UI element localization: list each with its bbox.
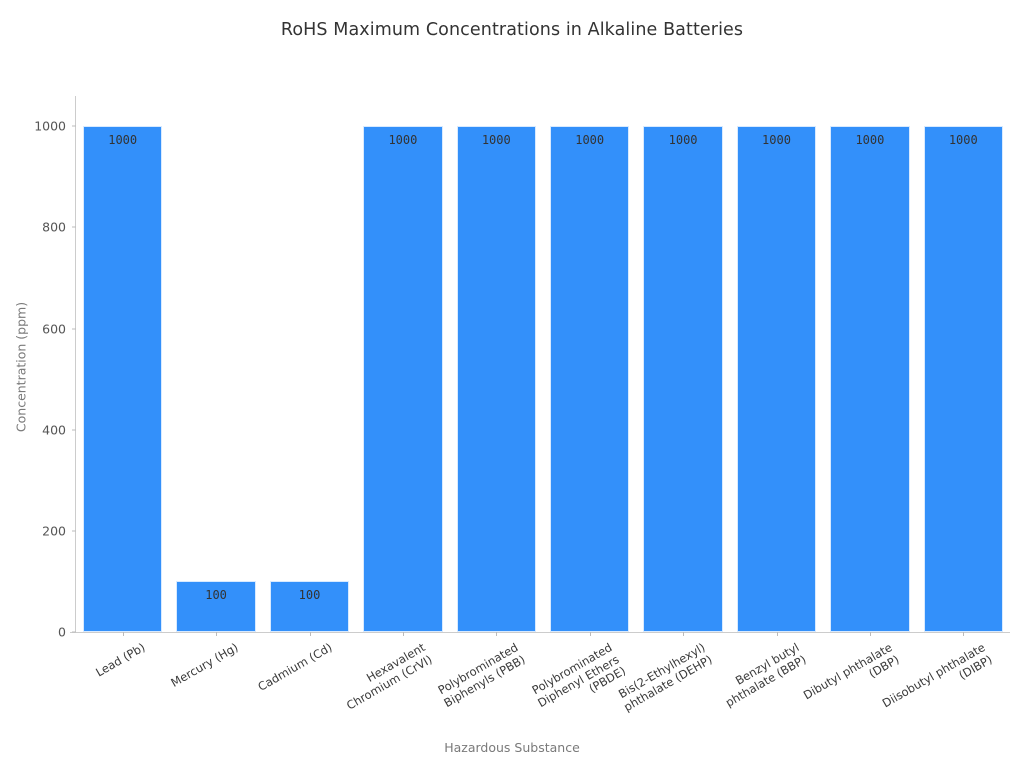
x-tick-mark	[869, 632, 871, 636]
bar[interactable]: 1000	[830, 126, 910, 632]
plot-area: Concentration (ppm) 0 200 400 600 800 1000 10…	[14, 101, 1010, 640]
bar-value-label: 1000	[762, 133, 791, 148]
bar-slot: 1000	[736, 101, 817, 632]
y-tick-mark	[71, 631, 76, 633]
x-tick-mark	[683, 632, 685, 636]
bar-value-label: 1000	[481, 133, 511, 148]
bar-slot: 1000	[363, 101, 443, 632]
y-tick-mark	[71, 530, 76, 532]
y-tick-label: 200	[42, 523, 66, 539]
y-tick-label: 800	[42, 219, 66, 235]
bar-value-label: 1000	[575, 133, 605, 148]
bar[interactable]: 100	[176, 581, 256, 632]
bar[interactable]: 1000	[923, 126, 1003, 632]
x-tick-label: Mercury (Hg)	[168, 640, 241, 690]
bar[interactable]: 1000	[736, 126, 817, 632]
y-tick-mark	[71, 226, 76, 228]
bar-value-label: 1000	[668, 133, 698, 148]
x-tick-mark	[309, 632, 311, 636]
x-tick-mark	[963, 632, 965, 636]
bar-slot: 100	[176, 101, 256, 632]
bar-value-label: 100	[298, 588, 321, 603]
bar[interactable]: 1000	[456, 126, 536, 632]
y-tick-label: 400	[42, 422, 66, 438]
bar-value-label: 100	[205, 588, 227, 603]
x-tick-mark	[776, 632, 778, 636]
y-tick-mark	[71, 328, 76, 330]
bar-value-label: 1000	[108, 133, 138, 148]
bar-slot: 1000	[923, 101, 1003, 632]
x-tick-mark	[122, 632, 124, 636]
bar-slot: 1000	[456, 101, 536, 632]
bar-slot: 1000	[643, 101, 723, 632]
y-tick-label: 0	[58, 624, 66, 640]
y-tick-mark	[71, 125, 76, 127]
y-axis-spine	[75, 96, 76, 633]
bar-value-label: 1000	[855, 133, 885, 148]
bar-slot: 1000	[550, 101, 630, 632]
y-tick-label: 600	[42, 321, 66, 337]
x-axis-spine	[70, 632, 1010, 633]
bar[interactable]: 1000	[363, 126, 443, 632]
bar-value-label: 1000	[388, 133, 418, 148]
bar[interactable]: 100	[269, 581, 350, 632]
bar[interactable]: 1000	[83, 126, 163, 632]
y-tick-label: 1000	[34, 118, 66, 134]
x-tick-mark	[402, 632, 404, 636]
bar[interactable]: 1000	[550, 126, 630, 632]
x-axis-label: Hazardous Substance	[444, 740, 580, 755]
bar-slot: 1000	[83, 101, 163, 632]
y-axis-label: Concentration (ppm)	[13, 301, 29, 432]
chart-title: RoHS Maximum Concentrations in Alkaline …	[280, 20, 744, 40]
x-tick-mark	[216, 632, 218, 636]
y-tick-mark	[71, 429, 76, 431]
bar[interactable]: 1000	[643, 126, 723, 632]
bar-slot: 1000	[830, 101, 910, 632]
bar-slot: 100	[269, 101, 350, 632]
x-tick-mark	[589, 632, 591, 636]
x-tick-mark	[496, 632, 498, 636]
bar-value-label: 1000	[948, 133, 978, 148]
